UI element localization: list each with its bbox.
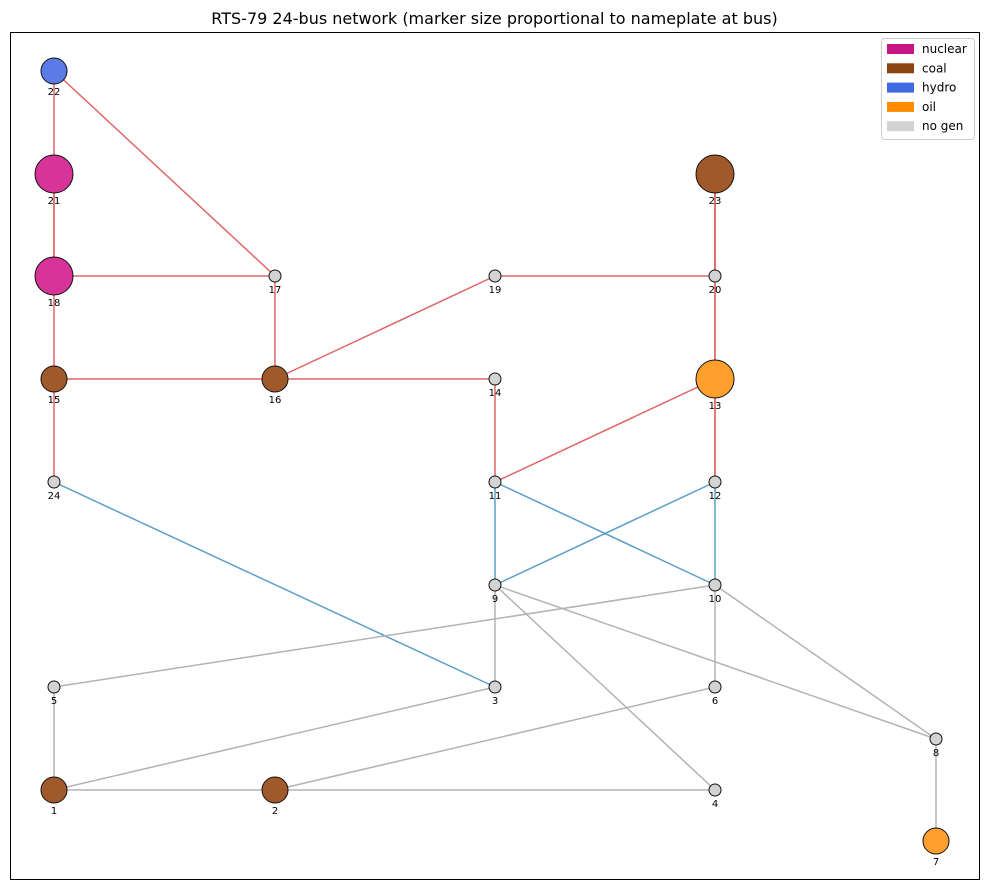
bus-4: 4: [708, 783, 722, 810]
bus-2: 2: [261, 776, 289, 817]
bus-19: 19: [488, 269, 502, 296]
bus-marker-16: [261, 365, 289, 393]
bus-label-20: 20: [709, 285, 722, 296]
legend: nuclear coal hydro oil no gen: [881, 38, 975, 140]
legend-label-no-gen: no gen: [922, 119, 963, 133]
bus-marker-22: [40, 57, 68, 85]
legend-swatch-oil: [887, 101, 914, 112]
bus-marker-23: [695, 154, 735, 194]
bus-marker-11: [488, 475, 502, 489]
bus-label-8: 8: [933, 748, 939, 759]
branch-17-22: [53, 70, 276, 277]
bus-17: 17: [268, 269, 282, 296]
bus-7: 7: [922, 827, 950, 868]
bus-13: 13: [695, 359, 735, 412]
bus-marker-3: [488, 680, 502, 694]
bus-label-10: 10: [709, 594, 722, 605]
bus-marker-10: [708, 578, 722, 592]
legend-swatch-no-gen: [887, 121, 914, 132]
bus-16: 16: [261, 365, 289, 406]
branch-8-9: [494, 584, 937, 740]
bus-marker-21: [34, 154, 74, 194]
legend-swatch-nuclear: [887, 44, 914, 54]
bus-marker-12: [708, 475, 722, 489]
bus-label-12: 12: [709, 491, 722, 502]
bus-label-17: 17: [269, 285, 282, 296]
bus-label-5: 5: [51, 696, 57, 707]
bus-label-2: 2: [272, 806, 278, 817]
branch-4-9: [494, 584, 716, 791]
bus-23: 23: [695, 154, 735, 207]
bus-label-6: 6: [712, 696, 718, 707]
bus-label-15: 15: [48, 395, 61, 406]
bus-marker-1: [40, 776, 68, 804]
bus-marker-20: [708, 269, 722, 283]
bus-3: 3: [488, 680, 502, 707]
bus-marker-6: [708, 680, 722, 694]
bus-10: 10: [708, 578, 722, 605]
bus-label-24: 24: [48, 491, 61, 502]
bus-label-14: 14: [489, 388, 502, 399]
bus-label-22: 22: [48, 87, 61, 98]
bus-label-18: 18: [48, 298, 61, 309]
bus-5: 5: [47, 680, 61, 707]
branch-10-11: [494, 481, 716, 586]
legend-label-hydro: hydro: [922, 81, 956, 95]
bus-marker-19: [488, 269, 502, 283]
branch-1-3: [53, 686, 496, 791]
bus-marker-5: [47, 680, 61, 694]
branch-8-10: [714, 584, 937, 740]
legend-swatch-hydro: [887, 82, 914, 93]
bus-marker-4: [708, 783, 722, 797]
bus-22: 22: [40, 57, 68, 98]
bus-label-23: 23: [709, 196, 722, 207]
bus-11: 11: [488, 475, 502, 502]
bus-9: 9: [488, 578, 502, 605]
bus-label-1: 1: [51, 806, 57, 817]
legend-swatch-coal: [887, 63, 914, 74]
bus-marker-17: [268, 269, 282, 283]
bus-label-9: 9: [492, 594, 498, 605]
branch-16-19: [274, 275, 496, 380]
bus-1: 1: [40, 776, 68, 817]
bus-14: 14: [488, 372, 502, 399]
bus-label-4: 4: [712, 799, 718, 810]
bus-8: 8: [929, 732, 943, 759]
bus-label-21: 21: [48, 196, 61, 207]
bus-18: 18: [34, 256, 74, 309]
bus-20: 20: [708, 269, 722, 296]
legend-label-nuclear: nuclear: [922, 42, 967, 56]
bus-label-19: 19: [489, 285, 502, 296]
bus-marker-7: [922, 827, 950, 855]
bus-label-13: 13: [709, 401, 722, 412]
bus-15: 15: [40, 365, 68, 406]
branch-5-10: [53, 584, 716, 688]
bus-label-11: 11: [489, 491, 502, 502]
bus-6: 6: [708, 680, 722, 707]
axes-frame: [10, 32, 980, 880]
bus-24: 24: [47, 475, 61, 502]
bus-marker-14: [488, 372, 502, 386]
legend-label-oil: oil: [922, 100, 936, 114]
branches-layer: [53, 70, 937, 841]
diagram-title: RTS-79 24-bus network (marker size propo…: [211, 9, 777, 28]
bus-marker-13: [695, 359, 735, 399]
bus-label-7: 7: [933, 857, 939, 868]
branch-11-13: [494, 378, 716, 483]
bus-marker-2: [261, 776, 289, 804]
branch-3-24: [53, 481, 496, 688]
bus-marker-18: [34, 256, 74, 296]
bus-marker-8: [929, 732, 943, 746]
bus-marker-15: [40, 365, 68, 393]
bus-marker-9: [488, 578, 502, 592]
bus-marker-24: [47, 475, 61, 489]
legend-label-coal: coal: [922, 61, 947, 75]
bus-12: 12: [708, 475, 722, 502]
bus-21: 21: [34, 154, 74, 207]
bus-label-16: 16: [269, 395, 282, 406]
bus-label-3: 3: [492, 696, 498, 707]
branch-2-6: [274, 686, 716, 791]
